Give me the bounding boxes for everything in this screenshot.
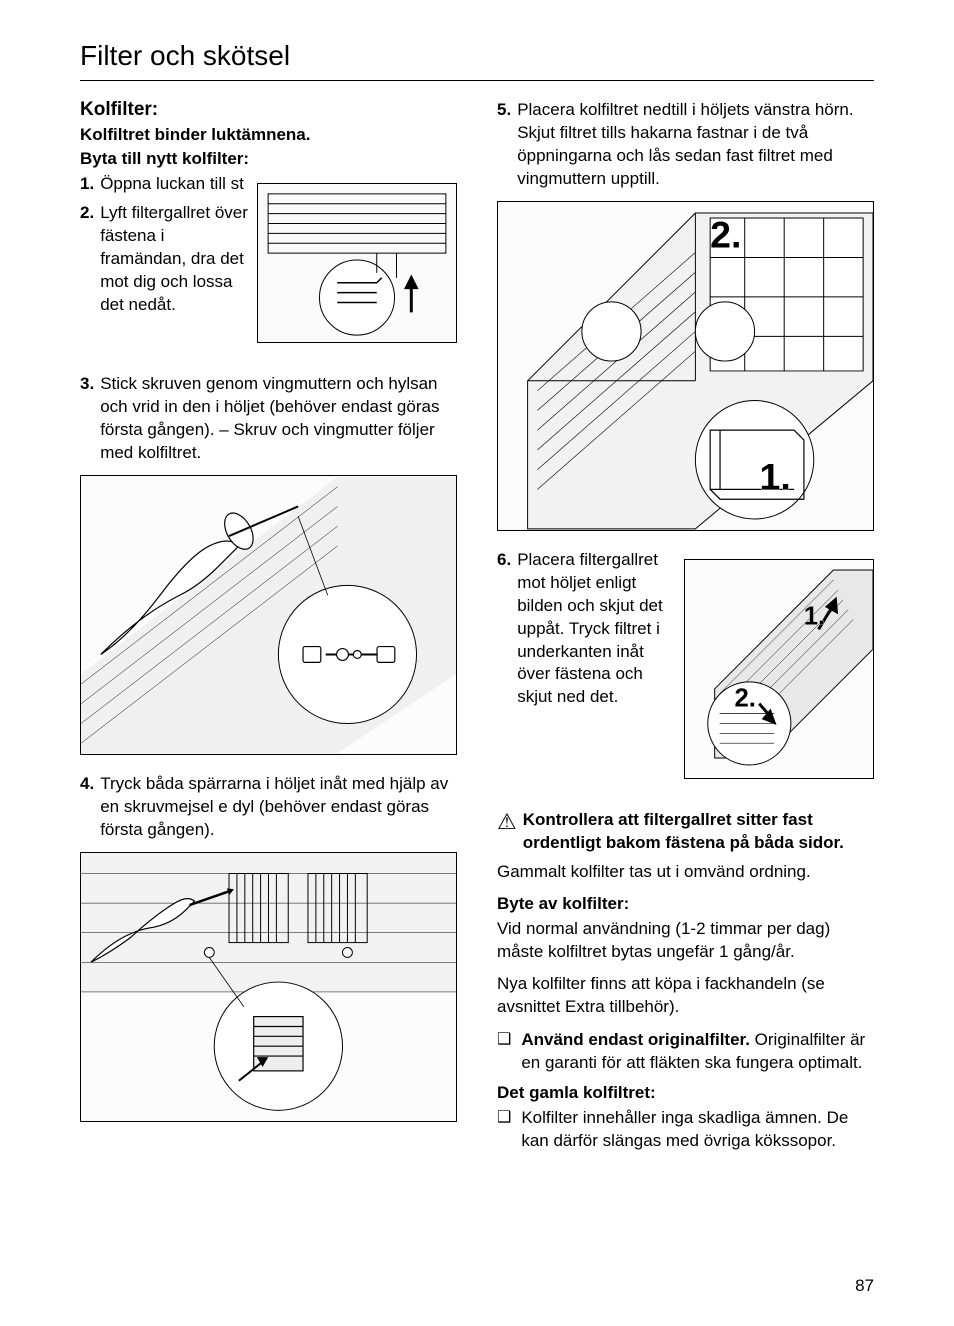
bullet-icon: ❑: [497, 1029, 511, 1051]
bullet1-lead: Använd endast originalfilter.: [521, 1030, 750, 1049]
figure6-label1: 1.: [804, 602, 825, 630]
kolfilter-sub1: Kolfiltret binder luktämnena.: [80, 125, 457, 145]
steps-1-2-with-figure: 1. Öppna luckan till st 2. Lyft filterga…: [80, 173, 457, 361]
left-column: Kolfilter: Kolfiltret binder luktämnena.…: [80, 99, 457, 1161]
byte-p1: Vid normal användning (1-2 timmar per da…: [497, 918, 874, 964]
step-4: 4. Tryck båda spärrarna i höljet inåt me…: [80, 773, 457, 842]
page-number: 87: [855, 1276, 874, 1296]
page-title: Filter och skötsel: [80, 40, 874, 81]
warning-text: Kontrollera att filtergallret sitter fas…: [523, 809, 874, 855]
figure-step4: [80, 852, 457, 1122]
two-column-layout: Kolfilter: Kolfiltret binder luktämnena.…: [80, 99, 874, 1161]
step-2-num: 2.: [80, 202, 94, 225]
step-3: 3. Stick skruven genom vingmuttern och h…: [80, 373, 457, 465]
step-5-num: 5.: [497, 99, 511, 122]
step-3-num: 3.: [80, 373, 94, 396]
steps-1-2-text: 1. Öppna luckan till st 2. Lyft filterga…: [80, 173, 249, 323]
kolfilter-sub2: Byta till nytt kolfilter:: [80, 149, 457, 169]
figure-step5: 2. 1.: [497, 201, 874, 531]
figure5-label2: 2.: [710, 213, 741, 255]
step-6-with-figure: 6. Placera filtergallret mot höljet enli…: [497, 549, 874, 797]
step-1-num: 1.: [80, 173, 94, 196]
bullet2-text: Kolfilter innehåller inga skadliga ämnen…: [521, 1107, 874, 1153]
figure-step3: [80, 475, 457, 755]
right-column: 5. Placera kolfiltret nedtill i höljets …: [497, 99, 874, 1161]
byte-heading: Byte av kolfilter:: [497, 894, 874, 914]
step-2-text: Lyft filtergallret över fästena i framän…: [100, 202, 249, 317]
step-4-num: 4.: [80, 773, 94, 796]
step-4-text: Tryck båda spärrarna i höljet inåt med h…: [100, 773, 457, 842]
step-5: 5. Placera kolfiltret nedtill i höljets …: [497, 99, 874, 191]
step-1-text: Öppna luckan till st: [100, 173, 249, 196]
bullet-originalfilter: ❑ Använd endast originalfilter. Original…: [497, 1029, 874, 1075]
bullet-gamla: ❑ Kolfilter innehåller inga skadliga ämn…: [497, 1107, 874, 1153]
figure6-label2: 2.: [734, 684, 755, 712]
step-6: 6. Placera filtergallret mot höljet enli…: [497, 549, 676, 710]
figure-step2: [257, 183, 457, 343]
step-6-text-col: 6. Placera filtergallret mot höljet enli…: [497, 549, 676, 716]
step-6-num: 6.: [497, 549, 511, 572]
step-5-text: Placera kolfiltret nedtill i höljets vän…: [517, 99, 874, 191]
warning-icon: ⚠: [497, 811, 517, 833]
step-1: 1. Öppna luckan till st: [80, 173, 249, 196]
after-warning-text: Gammalt kolfilter tas ut i omvänd ordnin…: [497, 861, 874, 884]
gamla-heading: Det gamla kolfiltret:: [497, 1083, 874, 1103]
figure5-label1: 1.: [760, 455, 791, 497]
kolfilter-heading: Kolfilter:: [80, 99, 457, 121]
step-6-text: Placera filtergallret mot höljet enligt …: [517, 549, 676, 710]
figure-step6: 1. 2.: [684, 559, 874, 779]
bullet-icon: ❑: [497, 1107, 511, 1129]
byte-p2: Nya kolfilter finns att köpa i fackhande…: [497, 973, 874, 1019]
step-2: 2. Lyft filtergallret över fästena i fra…: [80, 202, 249, 317]
step-3-text: Stick skruven genom vingmuttern och hyls…: [100, 373, 457, 465]
warning-row: ⚠ Kontrollera att filtergallret sitter f…: [497, 809, 874, 855]
